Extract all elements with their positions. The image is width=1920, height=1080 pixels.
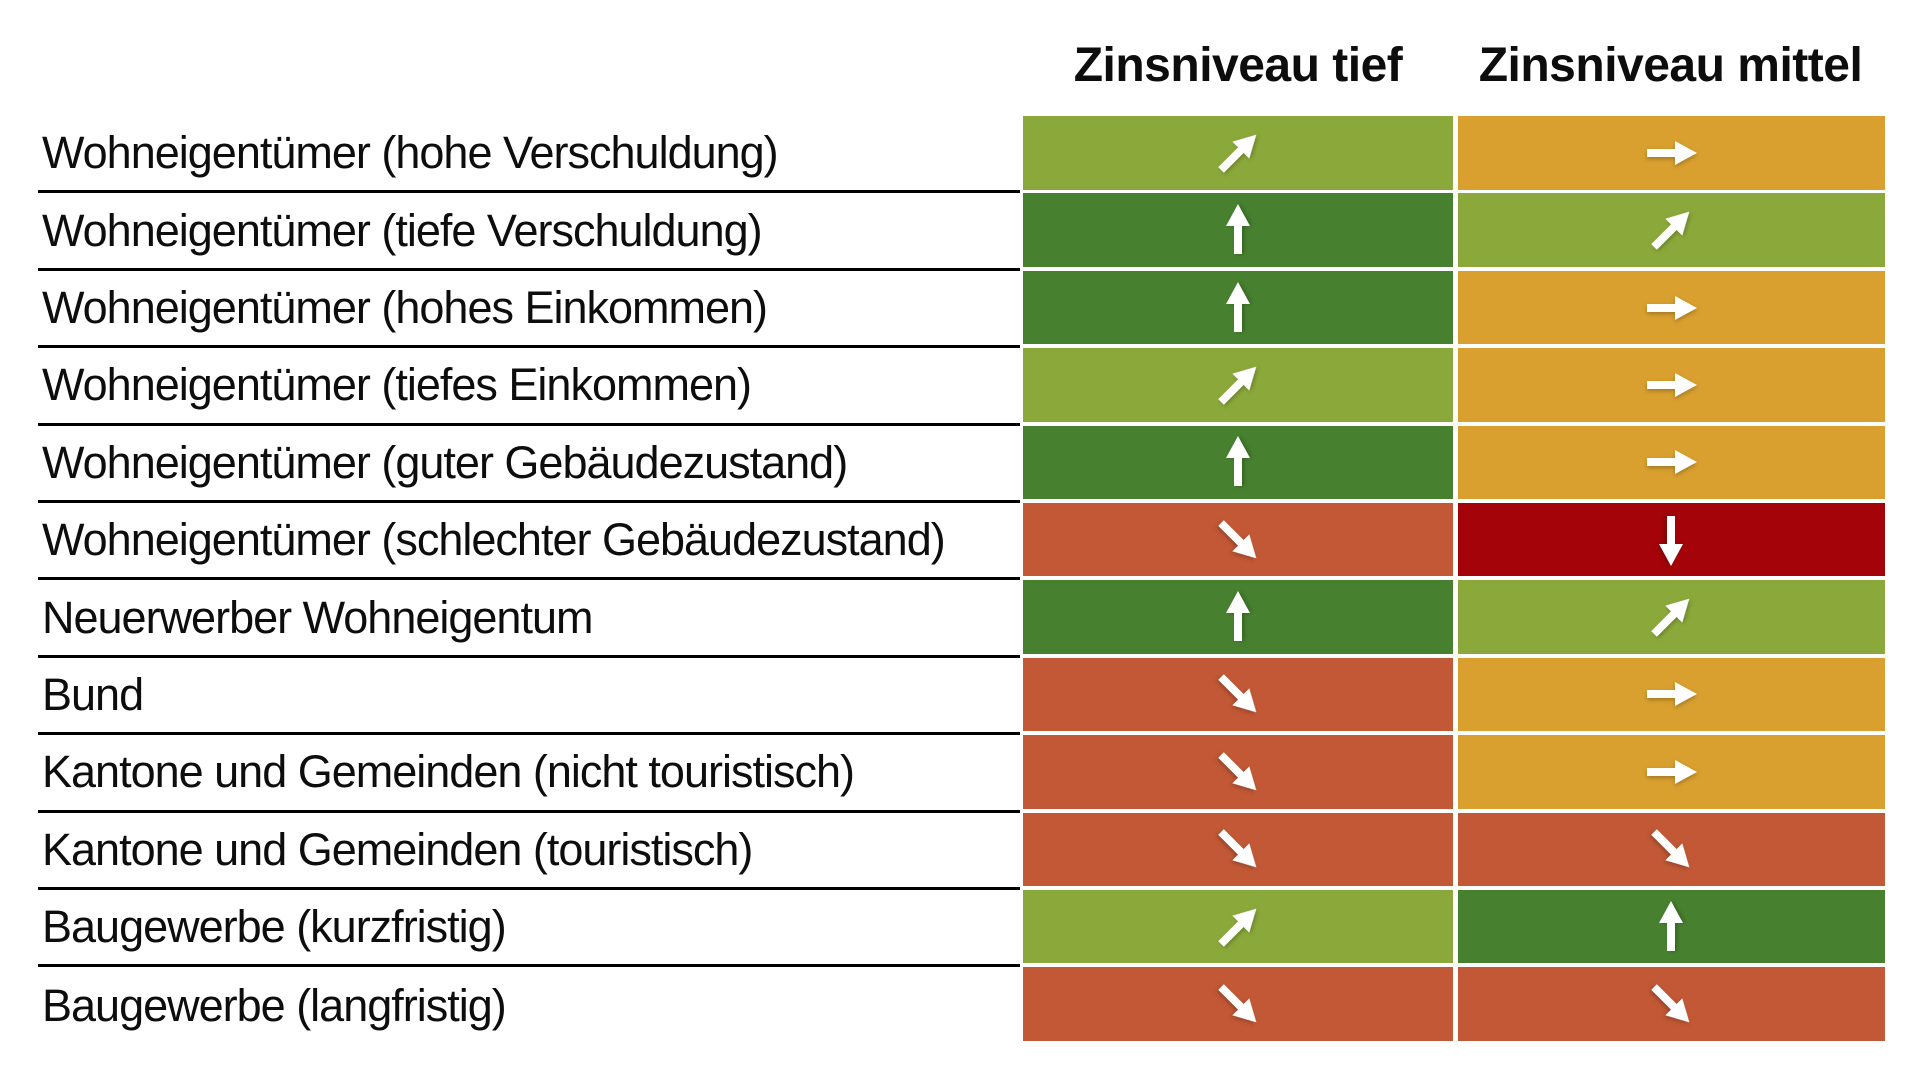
matrix-cell [1457,425,1885,500]
matrix-cell [1023,657,1453,732]
table-row: Wohneigentümer (tiefe Verschuldung) [38,193,1885,271]
matrix-body: Wohneigentümer (hohe Verschuldung) Wohnei… [38,116,1885,1045]
table-row: Wohneigentümer (hohes Einkommen) [38,270,1885,349]
trend-right-icon [1647,759,1697,784]
matrix-cell [1457,735,1885,809]
table-row: Kantone und Gemeinden (nicht touristisch… [38,735,1885,813]
trend-down-right-icon [1218,984,1257,1023]
matrix-cell [1023,425,1453,500]
table-row: Wohneigentümer (tiefes Einkommen) [38,348,1885,426]
matrix-cell [1457,889,1885,964]
trend-up-icon [1226,436,1250,487]
row-label: Wohneigentümer (tiefe Verschuldung) [38,193,1020,271]
matrix-cell [1457,270,1885,345]
row-label: Wohneigentümer (schlechter Gebäudezustan… [38,503,1020,581]
matrix-cell [1023,889,1453,964]
table-row: Kantone und Gemeinden (touristisch) [38,812,1885,890]
trend-down-right-icon [1218,519,1257,559]
trend-right-icon [1647,140,1697,165]
row-label: Bund [38,658,1020,736]
table-row: Baugewerbe (kurzfristig) [38,889,1885,968]
row-label: Wohneigentümer (hohes Einkommen) [38,271,1020,349]
row-label: Wohneigentümer (tiefes Einkommen) [38,348,1020,426]
table-row: Baugewerbe (langfristig) [38,967,1885,1044]
trend-right-icon [1647,682,1697,707]
column-header-zinsniveau-tief: Zinsniveau tief [1073,39,1403,92]
matrix-cell [1023,502,1453,577]
matrix-cell [1457,193,1885,267]
matrix-cell [1457,657,1885,732]
trend-down-icon [1659,515,1683,566]
matrix-cell [1023,193,1453,267]
row-label: Wohneigentümer (guter Gebäudezustand) [38,426,1020,503]
row-label: Baugewerbe (kurzfristig) [38,890,1020,968]
trend-down-right-icon [1218,752,1257,791]
trend-up-right-icon [1218,134,1257,173]
row-label: Neuerwerber Wohneigentum [38,580,1020,658]
matrix-cell [1023,116,1453,190]
trend-up-icon [1226,281,1250,332]
trend-right-icon [1647,450,1697,475]
matrix-cell [1457,502,1885,577]
matrix-cell [1023,270,1453,345]
trend-up-right-icon [1651,211,1690,250]
matrix-cell [1457,580,1885,654]
matrix-cell [1023,812,1453,887]
trend-right-icon [1647,372,1697,397]
matrix-cell [1023,735,1453,809]
trend-up-icon [1659,900,1683,951]
row-label: Baugewerbe (langfristig) [42,979,507,1031]
matrix-cell [1457,967,1885,1041]
trend-down-right-icon [1651,984,1690,1023]
trend-down-right-icon [1218,674,1257,713]
matrix-cell [1457,348,1885,422]
column-header-zinsniveau-mittel: Zinsniveau mittel [1478,39,1863,92]
trend-up-right-icon [1218,366,1257,405]
trend-right-icon [1647,295,1697,320]
row-label: Kantone und Gemeinden (touristisch) [38,813,1020,890]
table-row: Bund [38,657,1885,736]
trend-up-right-icon [1218,908,1257,947]
trend-up-right-icon [1651,598,1690,637]
row-label: Wohneigentümer (hohe Verschuldung) [38,116,1020,194]
row-label: Kantone und Gemeinden (nicht touristisch… [38,735,1020,813]
table-row: Wohneigentümer (schlechter Gebäudezustan… [38,502,1885,581]
table-row: Neuerwerber Wohneigentum [38,580,1885,658]
matrix-cell [1457,116,1885,190]
trend-down-right-icon [1651,829,1690,868]
table-row: Wohneigentümer (guter Gebäudezustand) [38,425,1885,503]
trend-down-right-icon [1218,829,1257,868]
matrix-cell [1023,580,1453,654]
trend-up-icon [1226,204,1250,255]
table-row: Wohneigentümer (hohe Verschuldung) [38,116,1885,194]
trend-up-icon [1226,591,1250,642]
matrix-cell [1023,967,1453,1041]
matrix-cell [1457,812,1885,887]
matrix-cell [1023,348,1453,422]
